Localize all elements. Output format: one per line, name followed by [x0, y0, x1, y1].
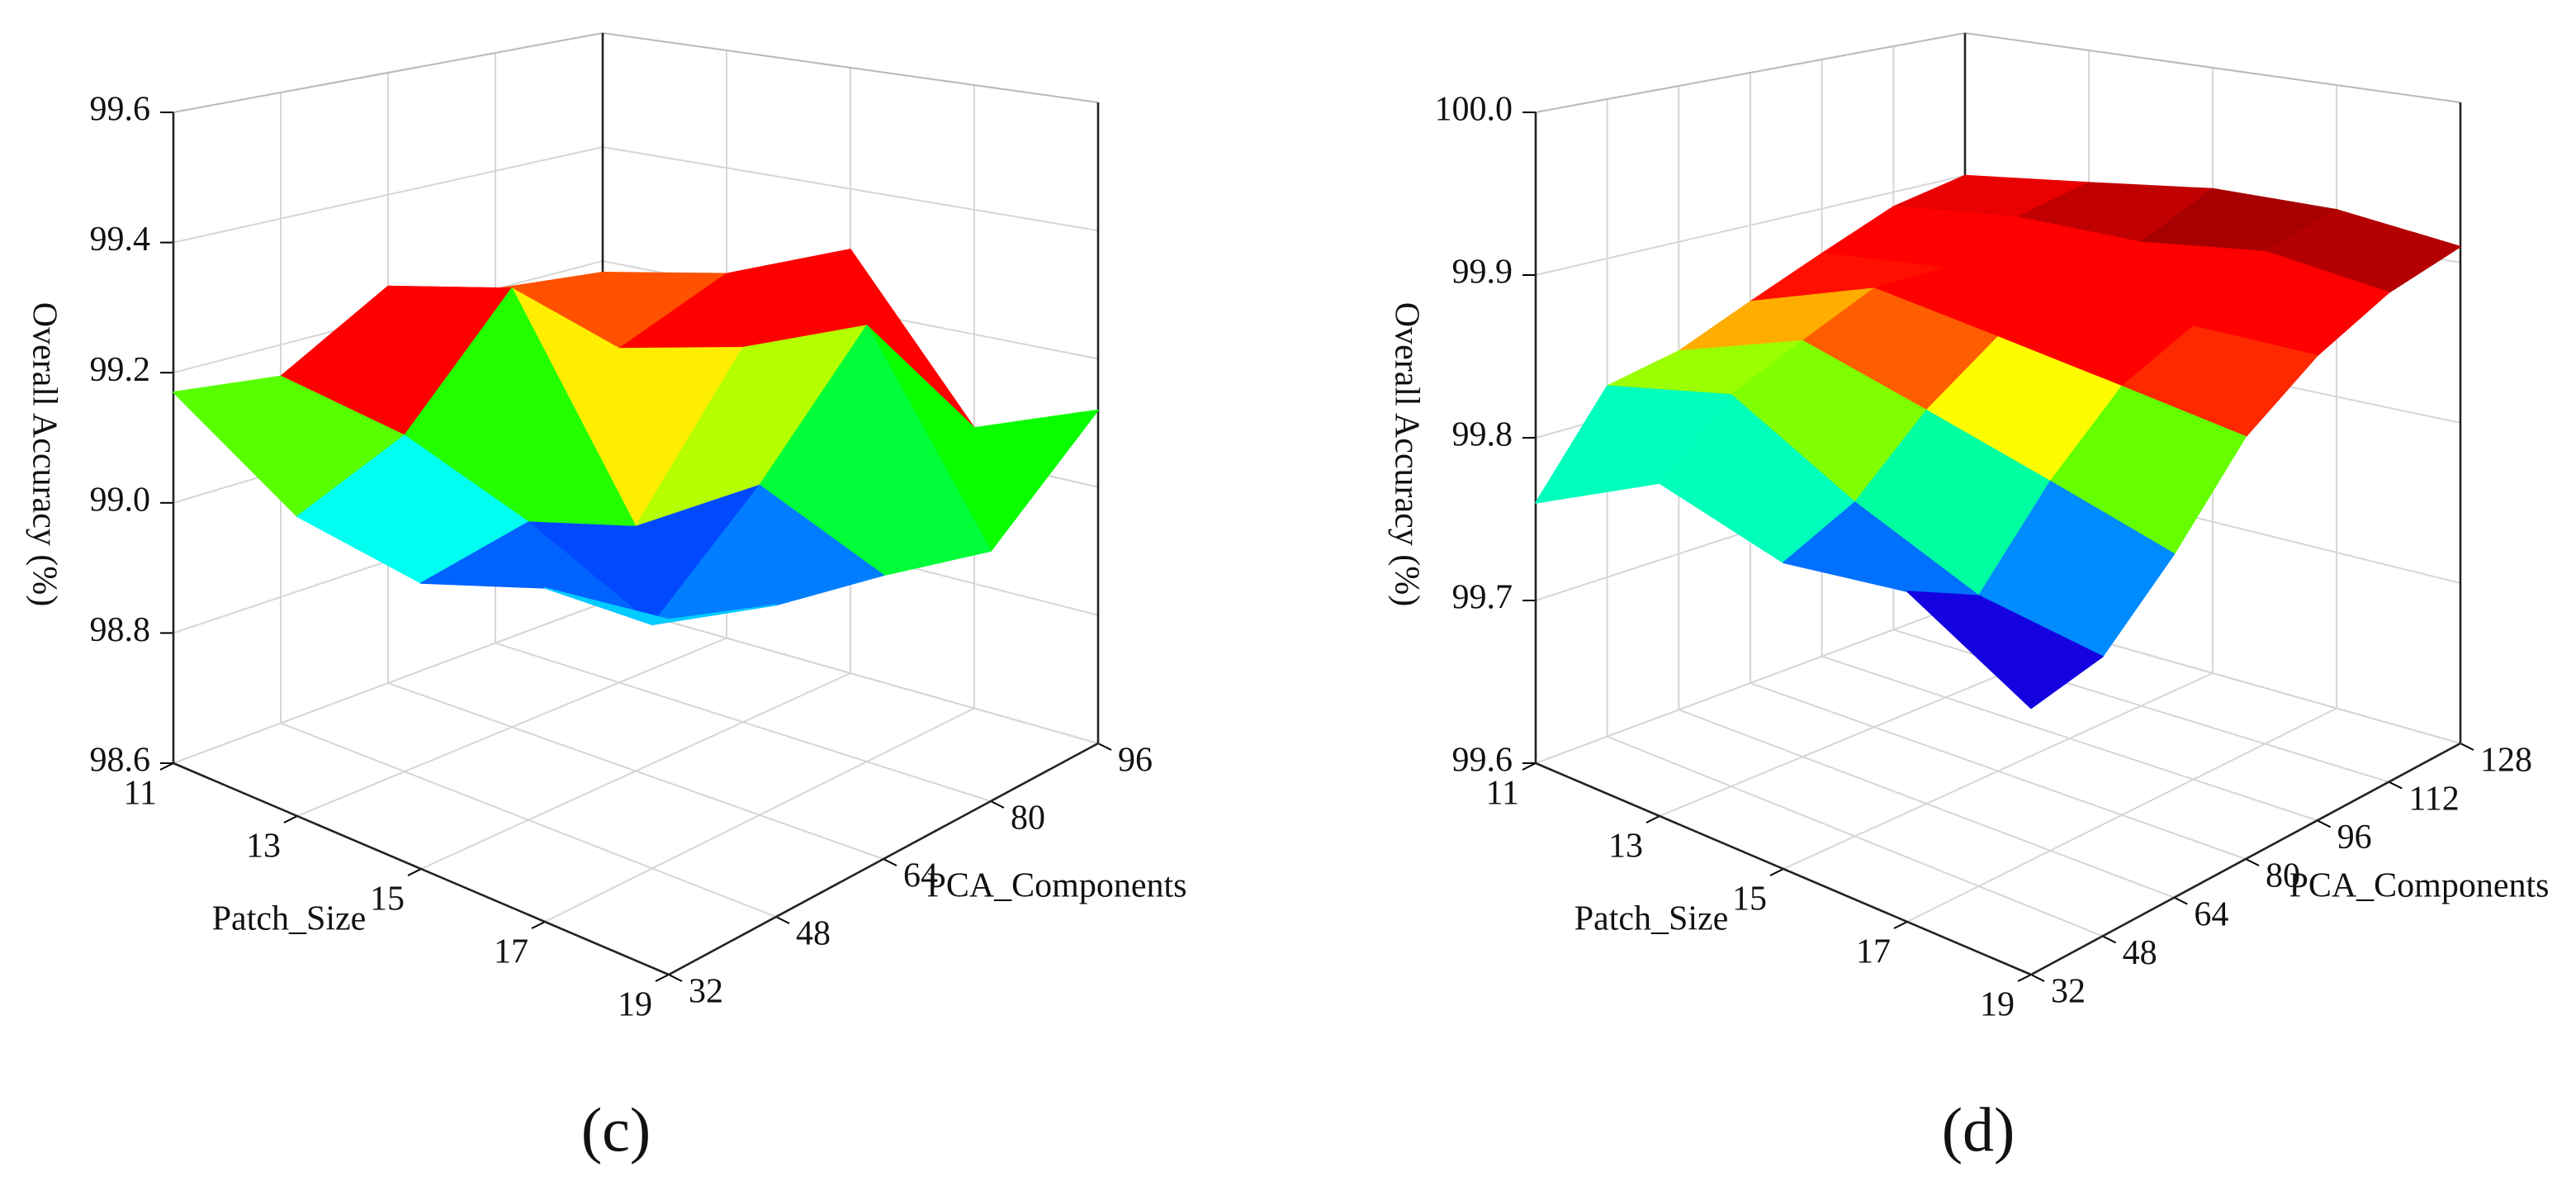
- x-tick: [1893, 921, 1908, 929]
- x-tick: [1522, 762, 1537, 771]
- x-tick-label: 15: [370, 880, 405, 918]
- z-axis-title: Overall Accuracy (%): [25, 302, 63, 606]
- y-tick-label: 80: [2266, 857, 2300, 895]
- z-tick-label: 99.6: [90, 91, 151, 129]
- y-tick-label: 64: [903, 857, 938, 895]
- y-tick-label: 128: [2480, 742, 2532, 780]
- y-tick-label: 48: [2123, 934, 2157, 972]
- z-tick-label: 99.8: [1452, 416, 1513, 454]
- axis-line: [668, 742, 1099, 976]
- x-tick: [531, 921, 546, 929]
- x-tick: [283, 815, 298, 823]
- y-tick: [2317, 819, 2332, 828]
- axis-line: [1535, 762, 2032, 976]
- box-edge: [1535, 32, 1966, 113]
- x-grid-line: [296, 50, 727, 817]
- z-axis-title: Overall Accuracy (%): [1387, 302, 1425, 606]
- y-tick-label: 96: [2337, 819, 2372, 857]
- z-tick-label: 98.6: [90, 742, 151, 780]
- y-tick-label: 64: [2194, 895, 2228, 933]
- x-axis-title: Patch_Size: [212, 900, 367, 938]
- x-tick-label: 17: [1856, 933, 1891, 971]
- y-tick: [2173, 896, 2188, 905]
- x-grid-line: [544, 85, 975, 923]
- x-tick: [159, 762, 174, 771]
- y-tick-label: 32: [2051, 973, 2086, 1011]
- axis-line: [173, 762, 670, 976]
- x-tick: [407, 868, 422, 876]
- y-tick: [2388, 781, 2403, 790]
- y-tick-label: 112: [2408, 780, 2459, 818]
- y-tick: [775, 916, 790, 924]
- x-tick: [655, 974, 670, 982]
- y-tick-label: 96: [1118, 742, 1153, 780]
- z-tick-label: 98.8: [90, 611, 151, 649]
- y-tick: [668, 974, 683, 982]
- y-tick: [1097, 743, 1112, 751]
- z-tick-label: 99.2: [90, 351, 151, 389]
- z-tick-label: 99.9: [1452, 254, 1513, 292]
- z-tick-label: 99.6: [1452, 742, 1513, 780]
- x-tick-label: 19: [618, 986, 652, 1024]
- y-tick-label: 32: [689, 973, 723, 1011]
- x-tick-label: 17: [494, 933, 528, 971]
- x-tick: [1769, 868, 1784, 876]
- axis-line: [2030, 742, 2461, 976]
- y-tick-label: 48: [796, 915, 831, 953]
- y-tick: [883, 858, 897, 866]
- z-tick-label: 99.0: [90, 481, 151, 519]
- x-tick-label: 11: [1486, 775, 1519, 813]
- y-tick-label: 80: [1011, 800, 1045, 838]
- box-edge: [1964, 32, 2461, 103]
- y-tick: [990, 800, 1005, 809]
- x-tick-label: 11: [124, 775, 157, 813]
- x-tick-label: 13: [1608, 828, 1643, 866]
- y-tick: [2460, 743, 2474, 751]
- y-axis-title: PCA_Components: [2289, 867, 2549, 905]
- x-axis-title: Patch_Size: [1574, 900, 1729, 938]
- surface-cell: [544, 587, 777, 625]
- x-tick-label: 13: [246, 828, 281, 866]
- z-tick-label: 99.7: [1452, 579, 1513, 617]
- x-tick-label: 19: [1980, 986, 2015, 1024]
- y-tick: [2245, 858, 2260, 866]
- caption: (d): [1942, 1095, 2015, 1165]
- z-tick-label: 100.0: [1435, 91, 1513, 129]
- caption: (c): [581, 1095, 651, 1165]
- y-axis-title: PCA_Components: [926, 867, 1186, 905]
- x-tick-label: 15: [1732, 880, 1767, 918]
- x-tick: [1646, 815, 1660, 823]
- x-tick: [2017, 974, 2032, 982]
- y-tick: [2102, 935, 2117, 944]
- box-edge: [173, 32, 604, 113]
- y-tick: [2030, 974, 2045, 982]
- z-tick-label: 99.4: [90, 221, 151, 259]
- surface-cell: [1906, 591, 2104, 710]
- box-edge: [602, 32, 1099, 103]
